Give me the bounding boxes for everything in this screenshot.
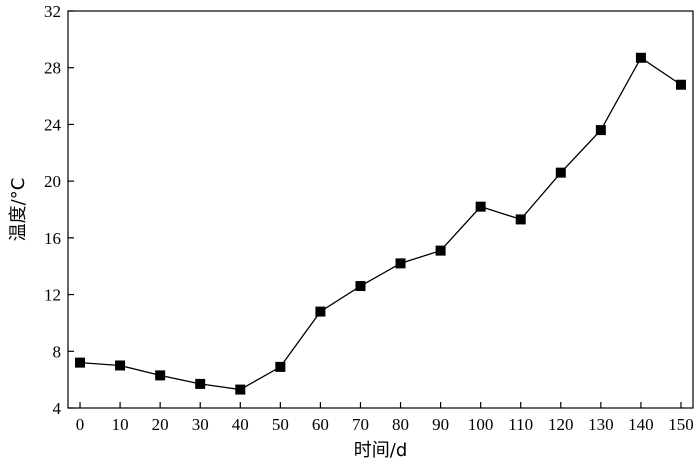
data-point-marker — [195, 378, 206, 389]
x-tick-label: 30 — [192, 415, 209, 434]
data-point-marker — [475, 201, 486, 212]
data-point-marker — [115, 360, 126, 371]
x-tick-label: 20 — [152, 415, 169, 434]
y-tick-label: 12 — [44, 286, 61, 305]
y-tick-label: 32 — [44, 2, 61, 21]
y-tick-label: 28 — [44, 59, 61, 78]
x-tick-label: 100 — [468, 415, 494, 434]
x-axis-title: 时间/d — [354, 440, 408, 461]
data-point-marker — [515, 214, 526, 225]
data-point-marker — [75, 357, 86, 368]
x-axis-ticks: 0 10 20 30 40 50 60 70 80 90 100 110 120 130 140 150 — [76, 402, 694, 434]
data-point-marker — [675, 79, 686, 90]
x-tick-label: 70 — [352, 415, 369, 434]
data-point-marker — [155, 370, 166, 381]
data-point-marker — [435, 245, 446, 256]
y-axis-title: 温度/°C — [8, 178, 29, 242]
data-point-marker — [595, 125, 606, 136]
x-tick-label: 10 — [112, 415, 129, 434]
y-tick-label: 8 — [53, 342, 62, 361]
data-point-marker — [395, 258, 406, 269]
y-tick-label: 24 — [44, 115, 62, 134]
x-tick-label: 120 — [548, 415, 574, 434]
x-tick-label: 80 — [392, 415, 409, 434]
y-tick-label: 4 — [53, 399, 62, 418]
plot-frame — [67, 10, 694, 409]
x-tick-label: 140 — [628, 415, 654, 434]
x-tick-label: 90 — [432, 415, 449, 434]
data-markers — [75, 52, 686, 395]
data-point-marker — [235, 384, 246, 395]
series-line — [79, 56, 682, 391]
x-tick-label: 0 — [76, 415, 85, 434]
x-tick-label: 150 — [668, 415, 694, 434]
data-point-marker — [555, 167, 566, 178]
data-point-marker — [315, 306, 326, 317]
x-tick-label: 60 — [312, 415, 329, 434]
y-axis-ticks: 4 8 12 16 20 24 28 32 — [44, 2, 74, 418]
y-tick-label: 20 — [44, 172, 61, 191]
data-point-marker — [635, 52, 646, 63]
data-point-marker — [355, 281, 366, 292]
x-tick-label: 130 — [588, 415, 614, 434]
x-tick-label: 40 — [232, 415, 249, 434]
x-tick-label: 110 — [508, 415, 533, 434]
x-tick-label: 50 — [272, 415, 289, 434]
y-tick-label: 16 — [44, 229, 61, 248]
data-point-marker — [275, 361, 286, 372]
